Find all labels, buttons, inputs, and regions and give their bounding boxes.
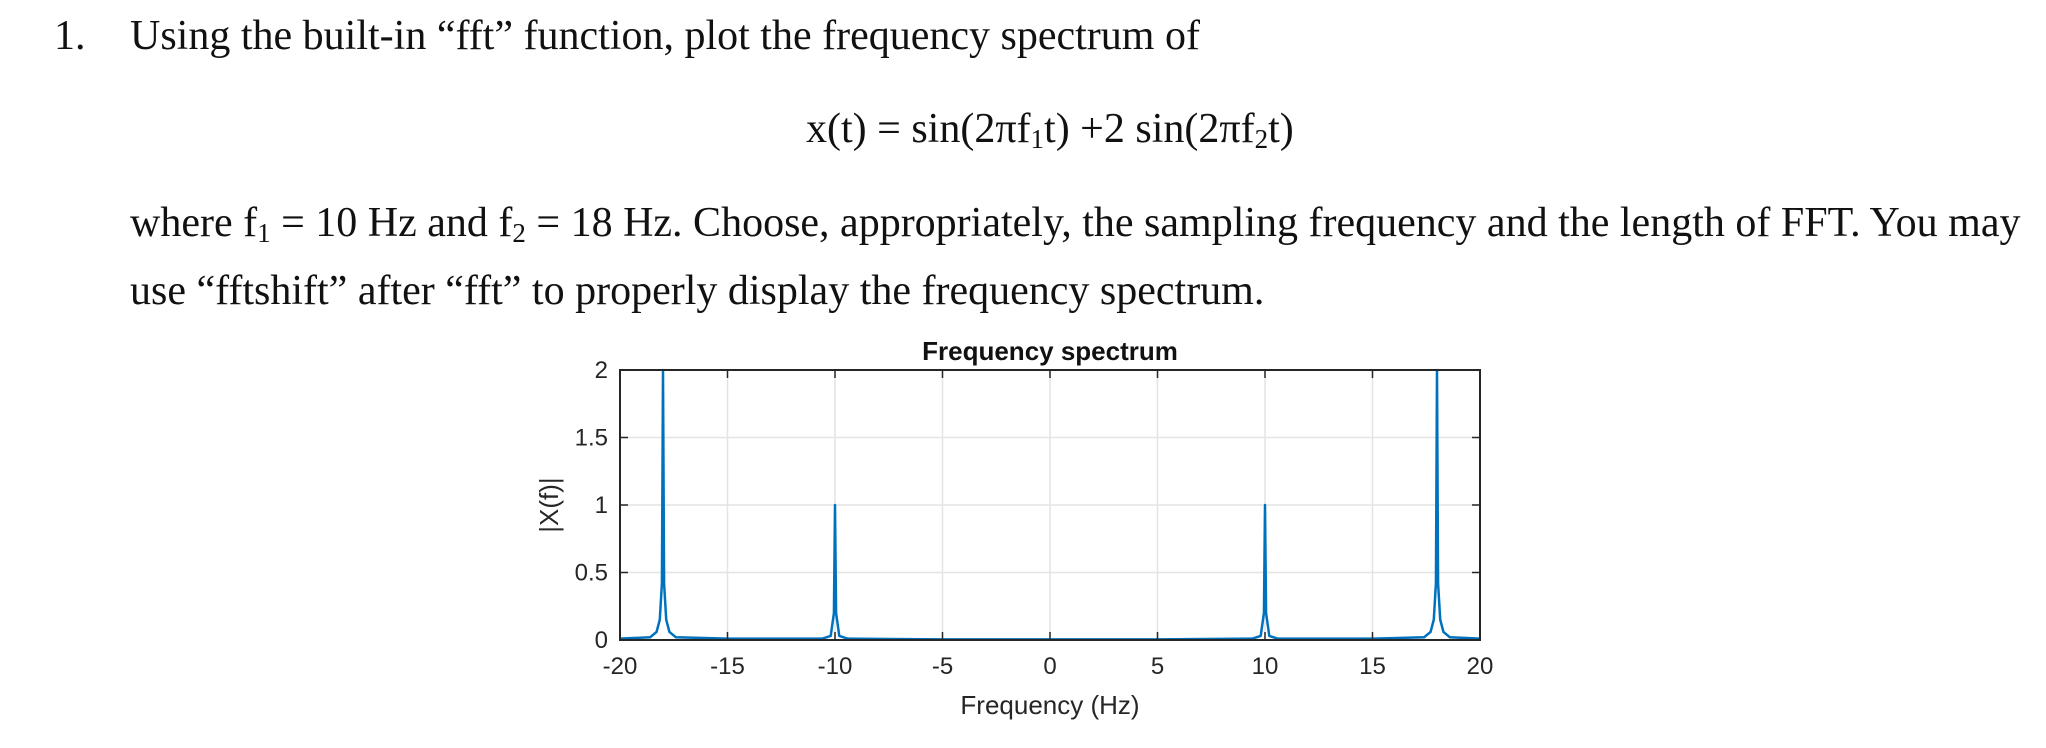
x-tick-label: 15 [1359,653,1386,680]
equation-mid: t) +2 sin(2πf [1044,106,1255,152]
equation-subscript-1: 1 [1030,124,1045,154]
question-line: 1. Using the built-in “fft” function, plo… [54,10,1200,62]
question-text: Using the built-in “fft” function, plot … [130,13,1200,59]
signal-equation: x(t) = sin(2πf1t) +2 sin(2πf2t) [806,103,1294,165]
para-part-3: = 18 Hz. Choose, appropriately, the samp… [130,200,2021,314]
x-tick-label: -15 [710,653,745,680]
para-subscript-2: 2 [512,218,526,248]
x-tick-label: 5 [1151,653,1164,680]
para-part-1: where f [130,200,258,246]
x-tick-label: -20 [603,653,638,680]
y-tick-label: 1.5 [575,425,608,452]
equation-lhs: x(t) = sin(2πf [806,106,1031,152]
para-subscript-1: 1 [257,218,271,248]
y-tick-label: 0 [595,627,608,654]
x-tick-label: -5 [932,653,953,680]
x-tick-label: 20 [1467,653,1494,680]
spectrum-chart: -20 -15 -10 -5 0 5 10 15 20 0 0.5 1 1.5 2 Frequency s… [534,336,1494,720]
tick-layer: -20 -15 -10 -5 0 5 10 15 20 0 0.5 1 1.5 2 [575,357,1494,680]
y-axis-label: |X(f)| [534,477,564,532]
chart-title: Frequency spectrum [922,336,1178,366]
x-tick-label: 10 [1252,653,1279,680]
y-tick-label: 0.5 [575,560,608,587]
grid-layer [619,369,1481,641]
x-axis-label: Frequency (Hz) [960,690,1139,720]
question-number: 1. [54,13,86,59]
y-tick-label: 1 [595,492,608,519]
equation-end: t) [1268,106,1294,152]
x-tick-label: -10 [818,653,853,680]
instruction-paragraph: where f1 = 10 Hz and f2 = 18 Hz. Choose,… [130,194,2030,320]
y-tick-label: 2 [595,357,608,384]
para-part-2: = 10 Hz and f [270,200,513,246]
equation-subscript-2: 2 [1254,124,1269,154]
x-tick-label: 0 [1043,653,1056,680]
spectrum-figure: -20 -15 -10 -5 0 5 10 15 20 0 0.5 1 1.5 2 Frequency s… [500,328,1540,738]
